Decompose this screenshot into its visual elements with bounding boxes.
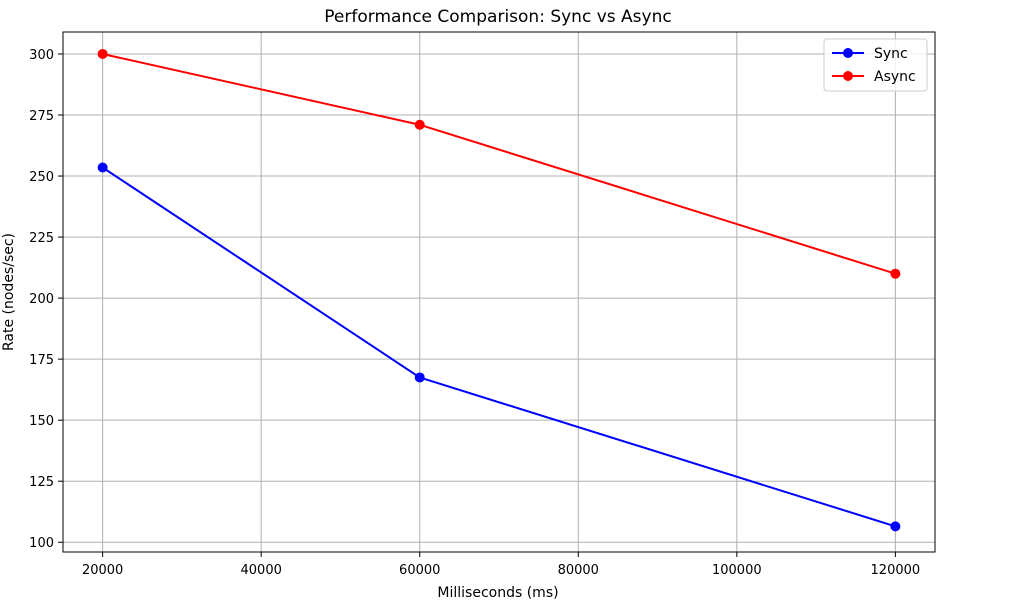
series-layer xyxy=(97,48,901,532)
series-sync xyxy=(97,162,901,532)
series-line-async xyxy=(102,52,896,275)
x-tick-label: 40000 xyxy=(241,563,282,578)
y-tick-label: 250 xyxy=(29,170,54,185)
series-async xyxy=(97,48,901,279)
x-axis-label: Milliseconds (ms) xyxy=(437,585,558,601)
legend-item-sync: Sync xyxy=(832,46,908,62)
x-tick-label: 120000 xyxy=(871,563,921,578)
plot-area-frame xyxy=(62,31,936,553)
y-tick-label: 150 xyxy=(29,414,54,429)
data-point-sync xyxy=(414,372,425,383)
legend-label: Sync xyxy=(874,46,908,62)
y-tick-label: 300 xyxy=(29,48,54,63)
y-tick-label: 200 xyxy=(29,292,54,307)
y-tick-label: 225 xyxy=(29,231,54,246)
data-point-async xyxy=(97,48,108,59)
x-tick-label: 60000 xyxy=(399,563,440,578)
legend-marker xyxy=(843,71,853,81)
data-point-async xyxy=(890,268,901,279)
data-point-sync xyxy=(97,162,108,173)
y-tick-label: 275 xyxy=(29,109,54,124)
legend: Sync Async xyxy=(823,38,928,92)
y-tick-label: 100 xyxy=(29,536,54,551)
chart-title: Performance Comparison: Sync vs Async xyxy=(324,7,671,27)
legend-marker xyxy=(843,48,853,58)
series-line-sync xyxy=(102,166,896,528)
x-tick-label: 80000 xyxy=(558,563,599,578)
y-axis-ticks: 100 125 150 175 200 225 250 275 300 xyxy=(29,48,63,551)
data-point-sync xyxy=(890,521,901,532)
x-axis-ticks: 20000 40000 60000 80000 100000 120000 xyxy=(82,552,920,578)
y-axis-label: Rate (nodes/sec) xyxy=(1,233,17,351)
y-tick-label: 125 xyxy=(29,475,54,490)
legend-label: Async xyxy=(874,69,916,85)
data-point-async xyxy=(414,119,425,130)
x-tick-label: 100000 xyxy=(712,563,762,578)
y-tick-label: 175 xyxy=(29,353,54,368)
legend-item-async: Async xyxy=(832,69,916,85)
grid-lines xyxy=(63,32,935,552)
x-tick-label: 20000 xyxy=(82,563,123,578)
